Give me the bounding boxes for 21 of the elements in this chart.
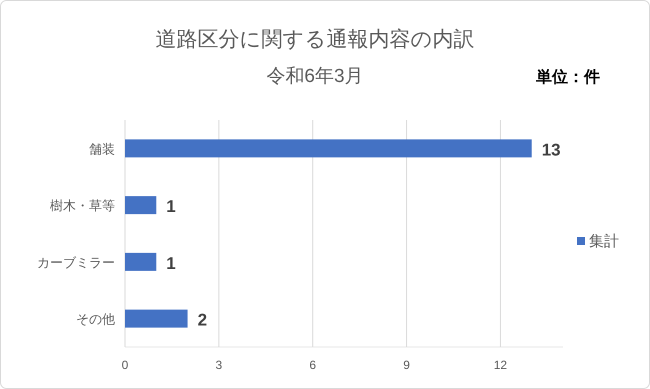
- bar: [125, 252, 156, 271]
- data-label: 1: [166, 254, 176, 273]
- bar: [125, 139, 532, 158]
- y-tick-label: 舗装: [89, 141, 115, 156]
- x-tick-label: 12: [494, 358, 508, 372]
- bar: [125, 310, 188, 328]
- x-tick-label: 6: [309, 358, 316, 372]
- y-tick-label: 樹木・草等: [50, 198, 115, 214]
- y-tick-label: その他: [76, 312, 115, 327]
- x-tick-label: 0: [122, 358, 129, 372]
- text: 単位：件: [535, 68, 600, 86]
- x-tick-label: 3: [216, 358, 223, 372]
- data-label: 1: [166, 197, 176, 216]
- x-tick-label: 9: [403, 358, 410, 372]
- legend-label: 集計: [589, 233, 619, 250]
- chart-title: 道路区分に関する通報内容の内訳: [156, 28, 474, 51]
- chart-subtitle: 令和6年3月: [266, 66, 364, 87]
- data-label: 2: [198, 310, 208, 330]
- data-label: 13: [542, 140, 561, 160]
- bar: [125, 196, 156, 214]
- y-tick-label: カーブミラー: [37, 254, 115, 270]
